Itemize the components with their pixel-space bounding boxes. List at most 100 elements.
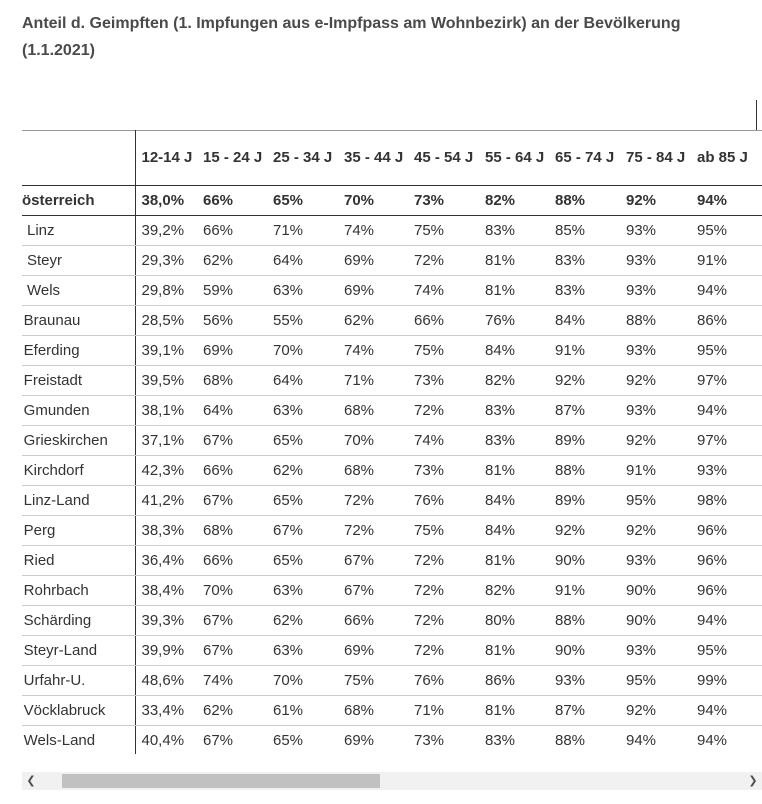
table-cell: 68% [197, 365, 267, 396]
table-cell: 65% [267, 485, 338, 516]
table-cell: 70% [338, 425, 408, 456]
table-cell: 92% [620, 185, 691, 216]
table-cell: 83% [549, 245, 620, 276]
table-cell: 97% [691, 365, 762, 396]
table-cell: 66% [338, 605, 408, 636]
table-cell: 62% [197, 695, 267, 726]
table-cell: 81% [479, 635, 549, 666]
table-cell: 86% [479, 665, 549, 696]
table-cell: 68% [197, 515, 267, 546]
chevron-right-icon[interactable]: ❯ [748, 775, 758, 787]
table-cell: 68% [338, 395, 408, 426]
table-cell: 74% [338, 335, 408, 366]
column-header: 55 - 64 J [479, 130, 549, 186]
table-cell: 70% [267, 335, 338, 366]
table-cell: 94% [620, 725, 691, 754]
table-cell: 99% [691, 665, 762, 696]
table-cell: 70% [197, 575, 267, 606]
row-label: k Eferding [22, 335, 136, 366]
table-cell: 67% [197, 725, 267, 754]
table-cell: 73% [408, 185, 479, 216]
table-cell: 82% [479, 575, 549, 606]
table-cell: 55% [267, 305, 338, 336]
table-cell: 72% [408, 545, 479, 576]
scrollbar-thumb[interactable] [62, 774, 380, 788]
row-label: k Schärding [22, 605, 136, 636]
table-cell: 73% [408, 455, 479, 486]
row-label: k Grieskirchen [22, 425, 136, 456]
table-cell: 71% [338, 365, 408, 396]
table-cell: 74% [408, 425, 479, 456]
table-cell: 65% [267, 185, 338, 216]
table-cell: 95% [620, 485, 691, 516]
table-row: Wels 29,8% 59% 63% 69% 74% 81% 83% 93% 94% [22, 275, 762, 306]
table-cell: 69% [197, 335, 267, 366]
table-cell: 81% [479, 275, 549, 306]
column-header: 35 - 44 J [338, 130, 408, 186]
table-cell: 33,4% [135, 695, 197, 726]
table-cell: 64% [197, 395, 267, 426]
table-cell: 98% [691, 485, 762, 516]
table-cell: 75% [408, 335, 479, 366]
table-edge-line [756, 100, 757, 130]
table-cell: 75% [408, 515, 479, 546]
table-cell: 94% [691, 185, 762, 216]
table-cell: 39,2% [135, 215, 197, 246]
horizontal-scrollbar[interactable]: ❮ ❯ [22, 772, 762, 790]
row-label: k Wels-Land [22, 725, 136, 754]
table-cell: 91% [620, 455, 691, 486]
table-cell: 39,3% [135, 605, 197, 636]
column-header: 12-14 J [135, 130, 197, 186]
table-cell: 81% [479, 245, 549, 276]
table-cell: 92% [620, 515, 691, 546]
table-cell: 68% [338, 695, 408, 726]
table-cell: 95% [691, 635, 762, 666]
table-cell: 69% [338, 245, 408, 276]
table-cell: 63% [267, 635, 338, 666]
row-label: k Steyr-Land [22, 635, 136, 666]
table-cell: 66% [197, 455, 267, 486]
table-cell: 72% [408, 245, 479, 276]
row-label: k Vöcklabruck [22, 695, 136, 726]
column-header-region [22, 130, 136, 186]
table-cell: 89% [549, 485, 620, 516]
table-cell: 40,4% [135, 725, 197, 754]
table-cell: 92% [549, 365, 620, 396]
row-label: Linz [22, 215, 136, 246]
table-cell: 90% [549, 635, 620, 666]
row-label: k Perg [22, 515, 136, 546]
table-cell: 82% [479, 365, 549, 396]
table-cell: 67% [197, 605, 267, 636]
table-cell: 85% [549, 215, 620, 246]
table-cell: 93% [549, 665, 620, 696]
table-cell: 94% [691, 395, 762, 426]
table-cell: 83% [479, 395, 549, 426]
table-row: k Steyr-Land39,9%67%63%69%72%81%90%93%95… [22, 635, 762, 666]
table-cell: 70% [338, 185, 408, 216]
table-cell: 67% [338, 545, 408, 576]
table-cell: 67% [267, 515, 338, 546]
table-scroll-container[interactable]: 12-14 J 15 - 24 J 25 - 34 J 35 - 44 J 45… [22, 130, 762, 754]
table-cell: 84% [549, 305, 620, 336]
table-row-total: österreich 38,0% 66% 65% 70% 73% 82% 88%… [22, 185, 762, 216]
table-cell: 72% [408, 605, 479, 636]
table-row: k Urfahr-U.48,6%74%70%75%76%86%93%95%99% [22, 665, 762, 696]
table-cell: 84% [479, 335, 549, 366]
chevron-left-icon[interactable]: ❮ [26, 775, 36, 787]
table-cell: 83% [549, 275, 620, 306]
table-cell: 59% [197, 275, 267, 306]
table-cell: 65% [267, 425, 338, 456]
table-cell: 90% [620, 605, 691, 636]
table-cell: 92% [549, 515, 620, 546]
table-cell: 95% [691, 215, 762, 246]
table-cell: 86% [691, 305, 762, 336]
table-cell: 88% [549, 455, 620, 486]
table-cell: 91% [549, 335, 620, 366]
table-cell: 42,3% [135, 455, 197, 486]
table-cell: 81% [479, 695, 549, 726]
table-cell: 41,2% [135, 485, 197, 516]
table-cell: 67% [197, 635, 267, 666]
table-row: Steyr 29,3% 62% 64% 69% 72% 81% 83% 93% 91% [22, 245, 762, 276]
